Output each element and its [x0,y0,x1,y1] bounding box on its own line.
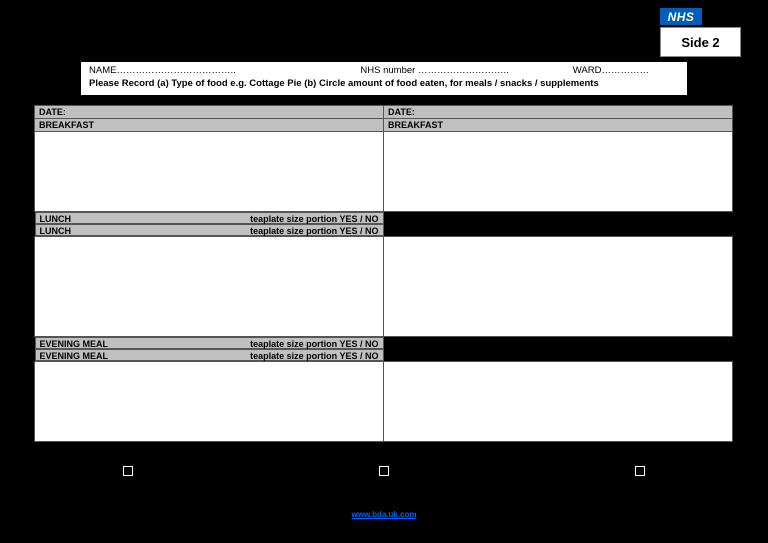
date-header-left: DATE: [35,106,384,119]
nhs-number-label: NHS number ……………………….. [360,65,572,78]
evening-header-left: EVENING MEAL teaplate size portion YES /… [35,337,384,349]
lunch-cell-left [35,237,384,337]
portion-label: teaplate size portion YES / NO [250,214,378,222]
footer-link[interactable]: www.bda.uk.com [0,510,768,519]
lunch-header-left: LUNCH teaplate size portion YES / NO [35,212,384,224]
side-label: Side 2 [660,27,741,57]
lunch-label: LUNCH [40,214,72,222]
portion-label: teaplate size portion YES / NO [250,351,378,359]
name-field-label: NAME……………………………….. [89,65,360,78]
lunch-label: LUNCH [40,226,72,234]
date-header-right: DATE: [384,106,733,119]
lunch-cell-right [384,237,733,337]
evening-header-right: EVENING MEAL teaplate size portion YES /… [35,349,384,361]
portion-label: teaplate size portion YES / NO [250,339,378,347]
nhs-logo: NHS [660,8,702,25]
checkbox-3[interactable] [635,466,645,476]
checkbox-2[interactable] [379,466,389,476]
evening-label: EVENING MEAL [40,339,109,347]
breakfast-cell-right [384,132,733,212]
lunch-header-right: LUNCH teaplate size portion YES / NO [35,224,384,236]
checkbox-1[interactable] [123,466,133,476]
evening-label: EVENING MEAL [40,351,109,359]
ward-label: WARD…………… [573,65,679,78]
evening-cell-left [35,362,384,442]
meal-record-table: DATE: DATE: BREAKFAST BREAKFAST LUNCH te… [34,105,733,442]
breakfast-header-right: BREAKFAST [384,119,733,132]
evening-cell-right [384,362,733,442]
instruction-text: Please Record (a) Type of food e.g. Cott… [89,78,679,91]
checkbox-row [0,466,768,476]
header-box: NAME……………………………….. NHS number ……………………….… [80,61,688,96]
breakfast-cell-left [35,132,384,212]
portion-label: teaplate size portion YES / NO [250,226,378,234]
breakfast-header-left: BREAKFAST [35,119,384,132]
